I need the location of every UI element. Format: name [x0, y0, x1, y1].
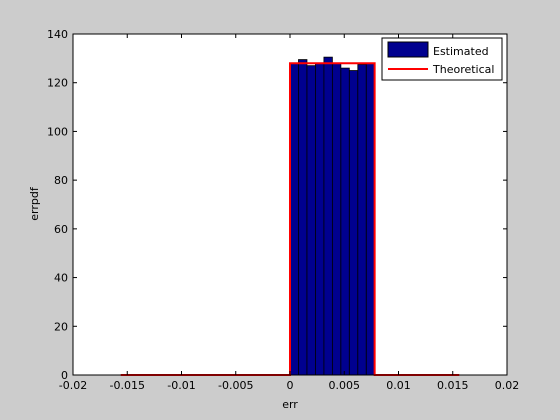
x-tick-label: 0.015	[437, 379, 469, 392]
histogram-bar	[315, 62, 325, 376]
histogram-bar	[298, 59, 308, 376]
histogram-bar	[323, 56, 333, 376]
x-tick-label: 0.01	[386, 379, 411, 392]
histogram-bar	[289, 62, 299, 376]
x-tick-label: 0.02	[495, 379, 520, 392]
histogram-bars	[289, 56, 376, 376]
x-tick-label: 0	[287, 379, 294, 392]
y-tick-label: 0	[61, 369, 68, 382]
x-tick-label: -0.005	[218, 379, 253, 392]
legend-swatch-estimated	[387, 41, 429, 58]
y-tick-label: 100	[47, 125, 68, 138]
x-axis-ticks: -0.02 -0.015 -0.01 -0.005 0 0.005 0.01 0.015 0.0…	[59, 34, 519, 392]
histogram-bar	[340, 67, 350, 376]
y-tick-label: 20	[54, 320, 68, 333]
y-tick-label: 140	[47, 28, 68, 41]
x-axis-label: err	[282, 398, 298, 411]
y-tick-label: 80	[54, 174, 68, 187]
legend: Estimated Theoretical	[381, 37, 503, 81]
x-tick-label: 0.005	[329, 379, 361, 392]
x-tick-label: -0.01	[167, 379, 195, 392]
y-tick-label: 120	[47, 77, 68, 90]
legend-label-theoretical: Theoretical	[432, 63, 494, 76]
y-axis-ticks: 0 20 40 60 80 100 120 140	[47, 28, 507, 382]
histogram-bar	[357, 64, 367, 376]
x-tick-label: -0.015	[110, 379, 145, 392]
y-axis-label: errpdf	[28, 186, 41, 221]
histogram-bar	[331, 62, 342, 376]
legend-label-estimated: Estimated	[433, 45, 489, 58]
histogram-bar	[306, 65, 316, 376]
y-tick-label: 60	[54, 223, 68, 236]
histogram-bar	[365, 62, 376, 376]
histogram-bar	[348, 70, 359, 376]
x-tick-label: -0.02	[59, 379, 87, 392]
y-tick-label: 40	[54, 272, 68, 285]
